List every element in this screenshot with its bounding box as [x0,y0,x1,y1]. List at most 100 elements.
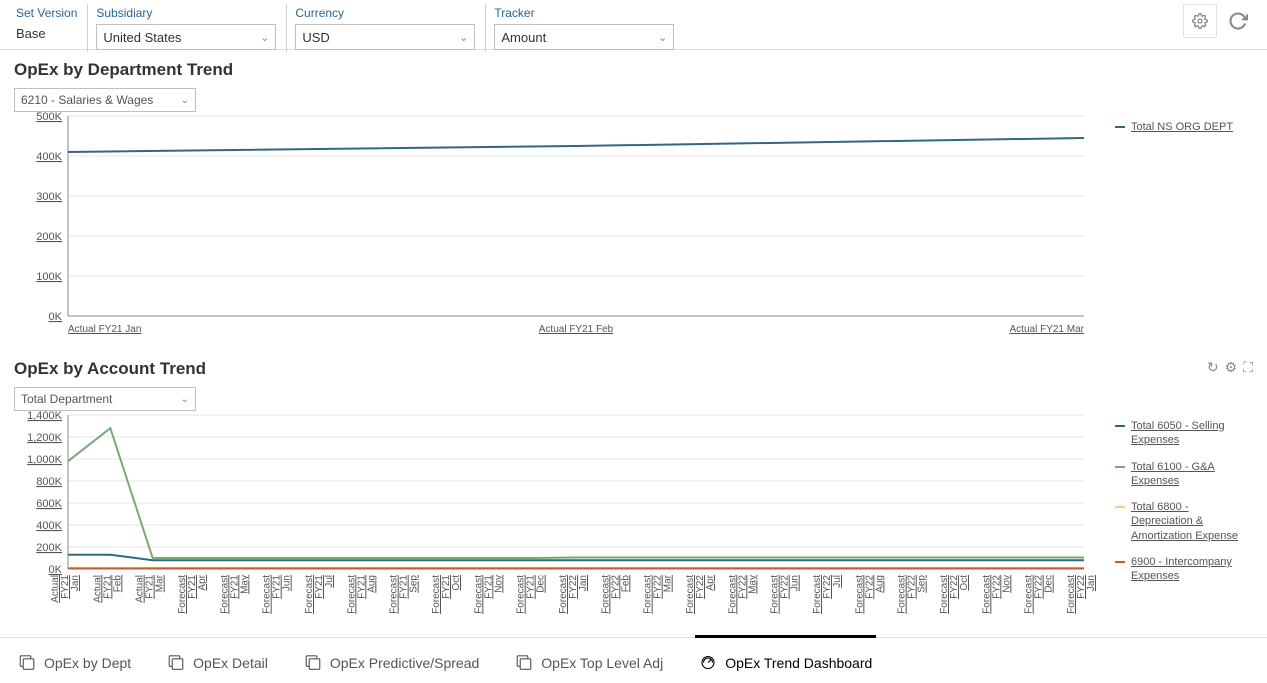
chart2-wrap: 0K200K400K600K800K1,000K1,200K1,400KActu… [14,411,1253,632]
legend-label: Total 6050 - Selling Expenses [1131,419,1253,448]
svg-text:Jun: Jun [282,575,293,591]
svg-text:Dec: Dec [1044,575,1055,593]
gear-icon[interactable]: ⚙ [1225,359,1238,376]
chart1-section: OpEx by Department Trend 6210 - Salaries… [0,50,1267,349]
currency-dropdown[interactable]: USD ⌄ [295,24,475,50]
refresh-button[interactable] [1221,4,1255,38]
dropdown-value: Amount [501,30,546,45]
svg-text:Actual FY21 Feb: Actual FY21 Feb [539,324,614,335]
settings-button[interactable] [1183,4,1217,38]
svg-text:Jan: Jan [578,575,589,591]
svg-text:Nov: Nov [1001,575,1012,593]
svg-text:1,400K: 1,400K [27,411,63,422]
svg-text:500K: 500K [36,112,62,123]
legend-label: Total 6800 - Depreciation & Amortization… [1131,500,1253,543]
gear-icon [1192,13,1208,29]
svg-text:800K: 800K [36,476,62,488]
legend-item[interactable]: Total 6100 - G&A Expenses [1115,460,1253,489]
svg-text:Jan: Jan [70,575,81,591]
svg-text:Apr: Apr [197,574,208,590]
chart2-section: ↻ ⚙ ⛶ OpEx by Account Trend Total Depart… [0,349,1267,636]
subsidiary-dropdown[interactable]: United States ⌄ [96,24,276,50]
legend-label: Total NS ORG DEPT [1131,120,1233,134]
svg-text:Sep: Sep [917,575,928,593]
tab-icon [18,652,36,673]
filter-bar: Set Version Base Subsidiary United State… [0,0,1267,50]
svg-text:0K: 0K [49,311,63,323]
svg-text:Feb: Feb [112,575,123,593]
filter-value[interactable]: Base [16,24,77,41]
legend-label: 6900 - Intercompany Expenses [1131,555,1253,584]
legend-swatch [1115,561,1125,563]
svg-text:Jan: Jan [1086,575,1097,591]
tab-opex-trend-dashboard[interactable]: OpEx Trend Dashboard [695,635,876,675]
svg-text:Jul: Jul [832,575,843,588]
svg-text:Aug: Aug [366,575,377,593]
tab-opex-detail[interactable]: OpEx Detail [163,646,272,675]
filter-label: Tracker [494,6,674,20]
tab-icon [699,652,717,673]
tab-opex-predictive-spread[interactable]: OpEx Predictive/Spread [300,646,483,675]
svg-text:May: May [747,575,758,594]
dropdown-value: USD [302,30,329,45]
svg-text:Actual FY21 Mar: Actual FY21 Mar [1010,324,1085,335]
svg-text:100K: 100K [36,271,62,283]
chart1-legend: Total NS ORG DEPT [1099,112,1233,345]
svg-text:Jul: Jul [324,575,335,588]
legend-item[interactable]: 6900 - Intercompany Expenses [1115,555,1253,584]
chevron-down-icon: ⌄ [181,394,189,405]
dropdown-value: Total Department [21,392,112,406]
filter-label: Set Version [16,6,77,20]
legend-swatch [1115,506,1125,508]
tab-label: OpEx Detail [193,655,268,671]
expand-icon[interactable]: ⛶ [1243,359,1253,376]
chevron-down-icon: ⌄ [181,95,189,106]
chart1-wrap: 0K100K200K300K400K500KActual FY21 JanAct… [14,112,1253,345]
svg-text:0K: 0K [49,564,63,576]
filter-set-version: Set Version Base [8,4,87,43]
svg-text:300K: 300K [36,191,62,203]
chart1-account-dropdown[interactable]: 6210 - Salaries & Wages ⌄ [14,88,196,112]
legend-item[interactable]: Total 6050 - Selling Expenses [1115,419,1253,448]
svg-text:200K: 200K [36,231,62,243]
svg-text:1,200K: 1,200K [27,432,63,444]
chart2-toolbar: ↻ ⚙ ⛶ [1207,359,1253,376]
svg-text:Apr: Apr [705,574,716,590]
refresh-icon[interactable]: ↻ [1207,359,1219,376]
svg-text:Dec: Dec [536,575,547,593]
filter-label: Currency [295,6,475,20]
tab-label: OpEx Top Level Adj [541,655,663,671]
svg-text:Mar: Mar [155,574,166,592]
filter-actions [1183,4,1259,38]
chart1-plot: 0K100K200K300K400K500KActual FY21 JanAct… [14,112,1099,345]
legend-item[interactable]: Total 6800 - Depreciation & Amortization… [1115,500,1253,543]
svg-text:Oct: Oct [451,575,462,591]
svg-text:Oct: Oct [959,575,970,591]
svg-text:600K: 600K [36,498,62,510]
tab-label: OpEx by Dept [44,655,131,671]
svg-text:Mar: Mar [663,574,674,592]
svg-text:Sep: Sep [409,575,420,593]
legend-label: Total 6100 - G&A Expenses [1131,460,1253,489]
tab-icon [515,652,533,673]
filter-label: Subsidiary [96,6,276,20]
svg-text:Nov: Nov [493,575,504,593]
tab-opex-top-level-adj[interactable]: OpEx Top Level Adj [511,646,667,675]
svg-text:Aug: Aug [874,575,885,593]
chart2-dept-dropdown[interactable]: Total Department ⌄ [14,387,196,411]
tab-icon [304,652,322,673]
filter-currency: Currency USD ⌄ [286,4,485,52]
chevron-down-icon: ⌄ [459,31,468,44]
chevron-down-icon: ⌄ [658,31,667,44]
svg-text:Feb: Feb [620,575,631,593]
tab-opex-by-dept[interactable]: OpEx by Dept [14,646,135,675]
chart1-title: OpEx by Department Trend [14,60,1253,80]
filter-subsidiary: Subsidiary United States ⌄ [87,4,286,52]
svg-text:1,000K: 1,000K [27,454,63,466]
tab-icon [167,652,185,673]
tracker-dropdown[interactable]: Amount ⌄ [494,24,674,50]
legend-item[interactable]: Total NS ORG DEPT [1115,120,1233,134]
svg-text:Jun: Jun [790,575,801,591]
chart2-legend: Total 6050 - Selling Expenses Total 6100 … [1099,411,1253,632]
tab-bar: OpEx by Dept OpEx Detail OpEx Predictive/S… [0,637,1267,683]
